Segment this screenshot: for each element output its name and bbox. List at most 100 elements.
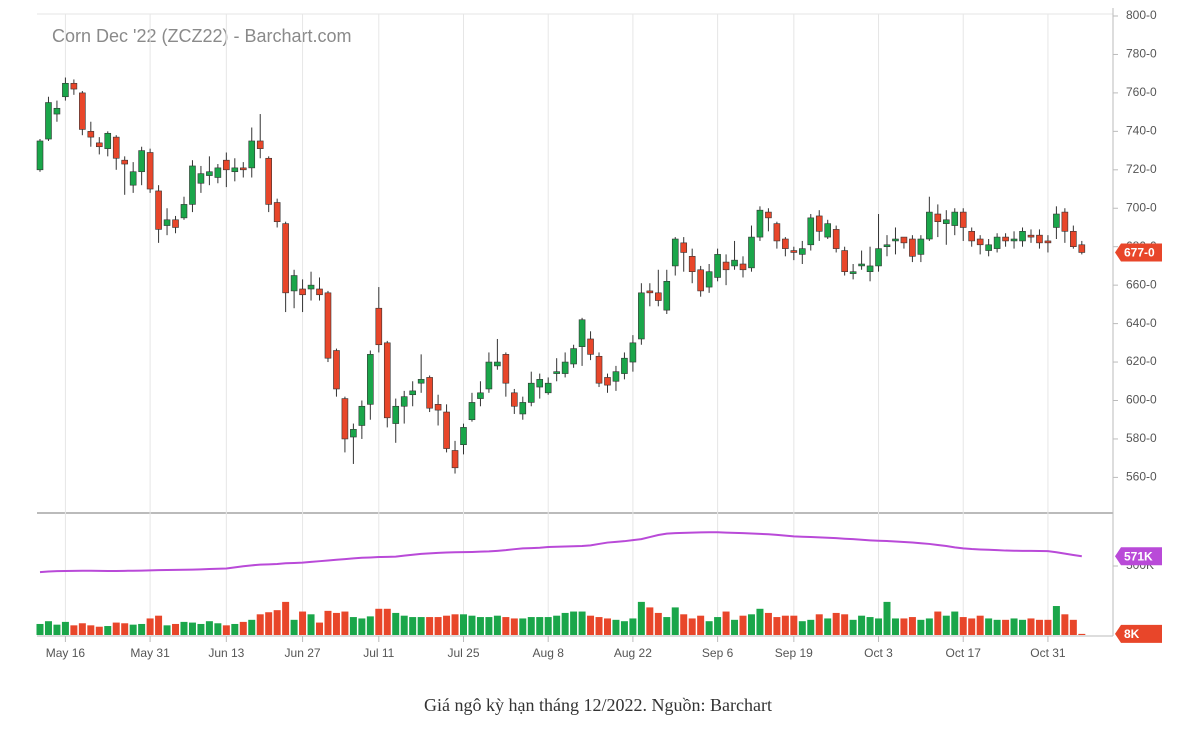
volume-bar <box>138 623 146 635</box>
volume-bar <box>53 624 61 635</box>
y-tick-label: 620-0 <box>1126 354 1157 368</box>
volume-bar <box>1010 618 1018 635</box>
volume-bar <box>129 624 137 635</box>
volume-bar <box>316 622 324 635</box>
candle-body <box>705 271 713 288</box>
volume-bar <box>705 621 713 635</box>
volume-bar <box>603 618 611 635</box>
candle-body <box>460 427 467 446</box>
candle-body <box>417 379 425 384</box>
volume-bar <box>146 618 154 635</box>
candle-body <box>62 82 69 98</box>
volume-bar <box>917 619 925 635</box>
candle-body <box>824 223 832 238</box>
volume-bar <box>44 621 52 635</box>
candle-body <box>595 355 603 384</box>
volume-bar <box>1052 606 1060 635</box>
candle-body <box>358 405 366 426</box>
volume-bar <box>968 618 976 635</box>
volume-bar <box>612 619 620 635</box>
candle-body <box>527 382 535 403</box>
candle-body <box>53 107 61 115</box>
volume-bar <box>747 614 755 635</box>
volume-bar <box>985 618 993 635</box>
candle-body <box>722 261 730 271</box>
candle-body <box>223 159 230 171</box>
candle-body <box>1002 236 1009 242</box>
volume-bar <box>790 615 798 635</box>
labels-layer: 560-0580-0600-0620-0640-0660-0680-0700-0… <box>46 8 1162 660</box>
candle-body <box>265 157 272 205</box>
volume-bar <box>426 617 434 635</box>
volume-bar <box>858 615 866 635</box>
volume-bar <box>756 608 764 635</box>
candle-body <box>146 152 154 190</box>
x-tick-label: Sep 6 <box>702 646 734 660</box>
volume-bar <box>1027 618 1035 635</box>
volume-bar <box>925 618 933 635</box>
volume-bar <box>875 618 883 635</box>
volume-bar <box>324 610 332 635</box>
volume-bar <box>646 607 654 635</box>
x-tick-label: Oct 3 <box>864 646 893 660</box>
candle-body <box>502 354 510 384</box>
volume-bar <box>36 623 44 635</box>
volume-bar <box>951 611 959 635</box>
candle-body <box>273 202 281 223</box>
candle-body <box>494 361 501 367</box>
volume-bar <box>222 625 230 635</box>
volume-bar <box>451 614 459 635</box>
volume-bar <box>832 612 840 635</box>
candle-body <box>1019 231 1026 242</box>
candle-body <box>832 229 840 249</box>
y-tick-label: 640-0 <box>1126 316 1157 330</box>
candle-body <box>959 211 967 228</box>
volume-bar <box>112 622 120 635</box>
volume-bar <box>87 625 95 635</box>
volume-bar <box>95 626 103 635</box>
volume-bar <box>510 618 518 635</box>
volume-bar <box>239 621 247 635</box>
candle-body <box>993 236 1001 249</box>
volume-bar <box>332 612 340 635</box>
candle-body <box>138 150 145 173</box>
x-tick-label: Aug 8 <box>533 646 565 660</box>
candle-body <box>807 217 815 246</box>
candle-body <box>849 271 857 274</box>
volume-bar <box>900 618 908 635</box>
volume-bar <box>527 617 535 635</box>
candle-body <box>129 171 137 186</box>
volume-bar <box>620 621 628 635</box>
candle-body <box>917 238 925 255</box>
candle-body <box>214 167 222 178</box>
candle-body <box>180 204 188 219</box>
volume-bar <box>366 616 374 635</box>
volume-bar <box>764 612 772 635</box>
candle-body <box>239 167 247 171</box>
volume-bar <box>104 626 112 635</box>
volume-bar <box>849 619 857 635</box>
volume-bar <box>205 621 213 635</box>
volume-bar <box>485 617 493 635</box>
volume-bar <box>663 617 671 635</box>
candle-body <box>426 377 433 409</box>
candle-body <box>782 238 789 249</box>
volume-bar <box>637 601 645 635</box>
candle-body <box>299 288 306 296</box>
candle-body <box>909 238 916 257</box>
value-tag-label: 571K <box>1124 549 1153 563</box>
candle-body <box>519 402 527 415</box>
volume-bar <box>468 615 476 635</box>
candle-body <box>307 284 315 290</box>
volume-bar <box>1035 619 1043 635</box>
candle-body <box>765 211 772 219</box>
candle-body <box>367 354 374 405</box>
candle-body <box>892 238 899 242</box>
volume-bar <box>180 621 188 635</box>
candle-body <box>468 402 476 421</box>
volume-bar <box>502 617 510 635</box>
candle-body <box>375 307 383 346</box>
candle-body <box>155 190 162 230</box>
candle-body <box>985 244 992 251</box>
candle-body <box>638 292 645 340</box>
